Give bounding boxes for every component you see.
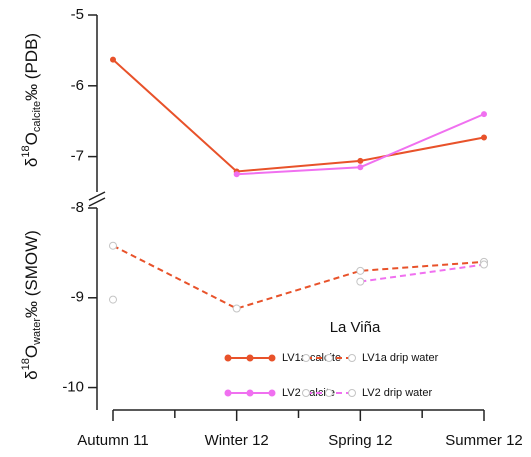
- y-tick-label: -9: [71, 289, 84, 306]
- data-point: [481, 111, 487, 118]
- label-part: ‰ (PDB): [22, 33, 41, 101]
- legend-marker: [348, 354, 356, 362]
- y-tick-label: -10: [62, 379, 84, 396]
- axis-break: [88, 191, 106, 201]
- data-point: [232, 304, 241, 313]
- x-tick-label: Autumn 11: [77, 432, 148, 449]
- label-part: O: [22, 345, 41, 358]
- data-point: [357, 164, 364, 171]
- label-part: O: [22, 132, 41, 145]
- legend-marker: [325, 389, 333, 397]
- legend-label: LV1a drip water: [362, 352, 439, 364]
- legend-marker: [246, 389, 254, 397]
- label-part: δ: [22, 370, 41, 379]
- x-tick-label: Summer 12: [445, 432, 523, 449]
- legend-marker: [348, 389, 356, 397]
- y-tick-label: -6: [71, 77, 84, 94]
- y-tick-label: -8: [71, 199, 84, 216]
- legend-marker: [224, 389, 232, 397]
- series-line: [360, 263, 485, 283]
- data-point: [233, 171, 240, 178]
- data-point: [480, 260, 488, 269]
- label-part: 18: [20, 145, 32, 157]
- legend-marker: [302, 389, 310, 397]
- legend-label: LV2 drip water: [362, 387, 432, 399]
- y-tick-label: -7: [71, 148, 84, 165]
- legend-marker: [325, 354, 333, 362]
- x-tick-label: Spring 12: [328, 432, 392, 449]
- legend-marker: [302, 354, 310, 362]
- y-tick-label: -5: [71, 6, 84, 23]
- legend-marker: [246, 354, 254, 362]
- data-point: [356, 277, 365, 286]
- label-part: δ: [22, 158, 41, 167]
- x-tick-label: Winter 12: [205, 432, 269, 449]
- y-axis-label: δ18Ocalcite‰ (PDB): [20, 33, 43, 167]
- y-axis-label: δ18Owater‰ (SMOW): [20, 230, 43, 380]
- series-line: [112, 244, 485, 310]
- legend-marker: [268, 389, 276, 397]
- data-point: [109, 241, 117, 250]
- data-point: [357, 157, 364, 164]
- series-line: [112, 58, 485, 173]
- label-part: water: [31, 318, 43, 346]
- axis-break: [88, 197, 106, 207]
- label-part: ‰ (SMOW): [22, 230, 41, 318]
- data-point: [481, 134, 487, 141]
- legend-marker: [224, 354, 232, 362]
- legend-marker: [268, 354, 276, 362]
- data-point: [109, 295, 117, 304]
- data-point: [110, 56, 116, 63]
- data-point: [356, 266, 365, 275]
- label-part: 18: [20, 358, 32, 370]
- legend-title: La Viña: [330, 319, 381, 336]
- label-part: calcite: [31, 101, 43, 132]
